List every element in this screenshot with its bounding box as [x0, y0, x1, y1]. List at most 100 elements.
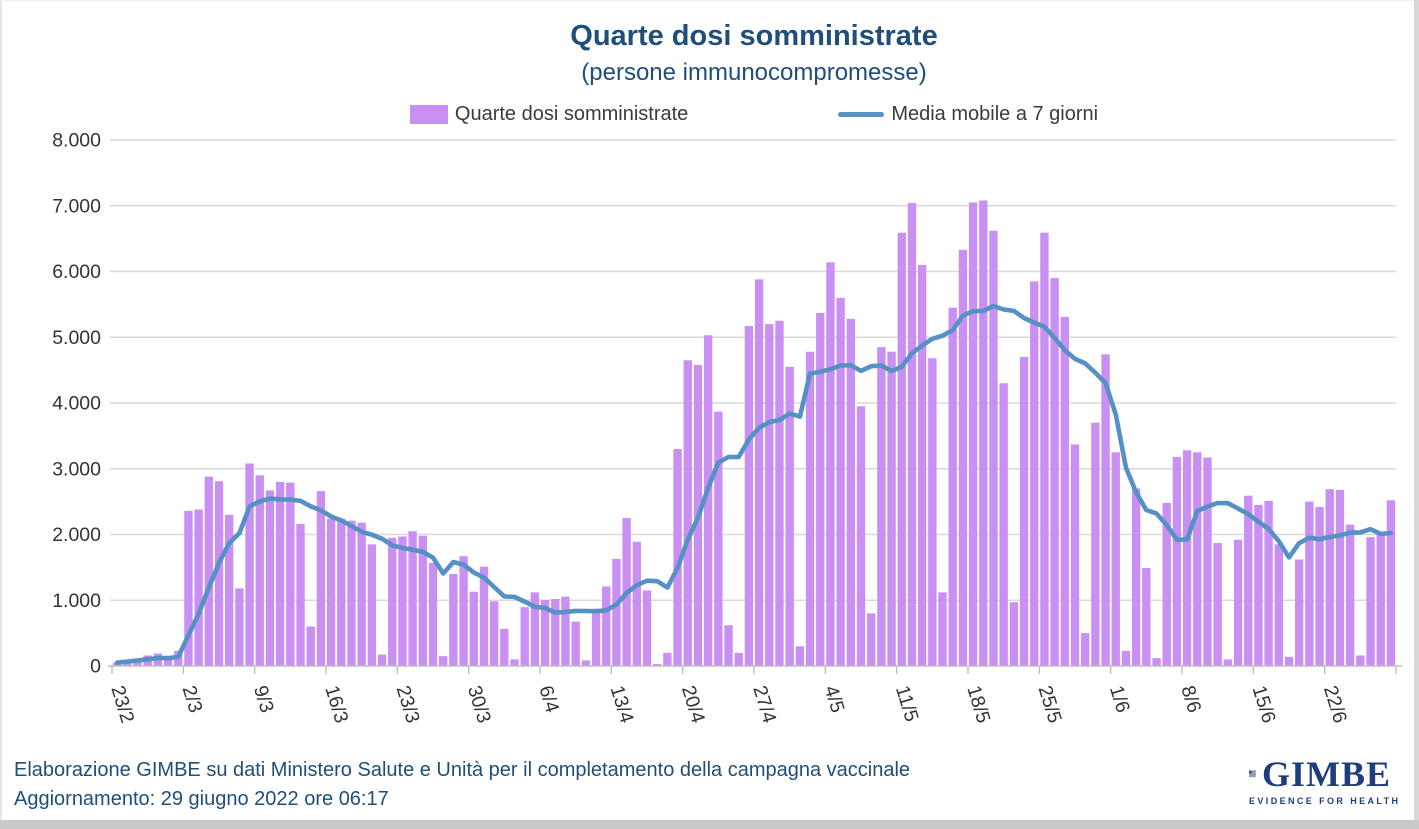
- bar: [1162, 502, 1171, 666]
- logo-name: GIMBE: [1261, 754, 1391, 794]
- bar: [703, 335, 713, 666]
- logo-check-icon: [1249, 771, 1252, 773]
- logo-grid-cell: [1254, 775, 1256, 777]
- bar: [1223, 659, 1233, 666]
- logo-grid-cell: [1253, 775, 1255, 777]
- bar: [948, 307, 957, 666]
- x-tick-label: 22/6: [1319, 683, 1351, 726]
- bar: [1284, 656, 1294, 666]
- bar: [632, 541, 641, 666]
- logo-grid-cell: [1252, 772, 1254, 774]
- y-tick-label: 1.000: [52, 590, 101, 612]
- logo-grid-cell: [1253, 774, 1255, 776]
- bar: [530, 592, 540, 666]
- bar: [1244, 495, 1253, 666]
- bar: [439, 656, 448, 666]
- bar: [1254, 504, 1263, 666]
- y-tick-label: 2.000: [52, 524, 101, 546]
- bar: [377, 654, 387, 666]
- bar: [1070, 444, 1080, 666]
- bar: [663, 652, 672, 666]
- y-tick-label: 0: [90, 656, 101, 678]
- logo-grid-cell: [1251, 772, 1253, 774]
- bar: [581, 660, 591, 666]
- footer-update-line: Aggiornamento: 29 giugno 2022 ore 06:17: [14, 788, 389, 810]
- x-tick-label: 18/5: [962, 683, 994, 726]
- x-tick-label: 8/6: [1176, 683, 1205, 715]
- bar: [938, 592, 947, 666]
- logo-grid-cell: [1249, 775, 1250, 777]
- bar: [917, 264, 927, 666]
- bar: [296, 523, 305, 666]
- bar: [602, 586, 611, 666]
- logo-grid-cell: [1250, 776, 1252, 778]
- bar: [1264, 500, 1273, 666]
- bar: [1081, 633, 1090, 666]
- bar: [928, 358, 937, 666]
- bar: [306, 626, 315, 666]
- bar: [194, 509, 203, 666]
- x-tick-label: 13/4: [606, 683, 638, 726]
- bar: [184, 510, 193, 666]
- bar: [225, 514, 234, 666]
- x-tick-label: 9/3: [249, 683, 278, 715]
- y-tick-label: 4.000: [52, 393, 101, 415]
- right-edge-divider: [1414, 0, 1419, 829]
- x-tick-label: 6/4: [534, 683, 563, 716]
- logo-grid-cell: [1250, 773, 1252, 775]
- logo-grid-cell: [1252, 774, 1254, 776]
- bar: [1009, 602, 1019, 666]
- bar: [367, 544, 377, 666]
- bar: [1182, 450, 1192, 666]
- legend-item-bars: Quarte dosi somministrate: [409, 103, 688, 126]
- bar: [275, 481, 285, 666]
- gimbe-grid-logo-icon: [1249, 770, 1256, 778]
- bar: [1050, 278, 1059, 666]
- bar: [734, 652, 743, 666]
- bar: [887, 351, 896, 666]
- chart-header: Quarte dosi somministrate (persone immun…: [112, 20, 1396, 87]
- logo-grid-cell: [1249, 776, 1251, 778]
- bar: [245, 463, 254, 666]
- x-tick-label: 27/4: [748, 683, 780, 726]
- chart-legend: Quarte dosi somministrate Media mobile a…: [112, 103, 1396, 126]
- bar: [683, 360, 692, 666]
- x-tick-label: 25/5: [1034, 683, 1066, 726]
- bar: [265, 490, 275, 666]
- bar: [479, 566, 489, 666]
- bottom-edge-divider: [0, 820, 1419, 829]
- logo-grid-cell: [1254, 774, 1256, 776]
- bar: [673, 449, 682, 666]
- bar: [897, 232, 906, 666]
- logo-grid-cell: [1252, 773, 1254, 775]
- bar: [907, 203, 917, 666]
- bar: [765, 324, 774, 666]
- logo-grid-cell: [1253, 773, 1255, 775]
- bar: [337, 518, 346, 666]
- logo-grid-cell: [1252, 775, 1254, 777]
- logo-grid-cell: [1251, 776, 1253, 778]
- bar: [785, 366, 794, 666]
- logo-grid-cell: [1249, 773, 1250, 775]
- footer-source-line: Elaborazione GIMBE su dati Ministero Sal…: [14, 759, 911, 781]
- logo-grid-cell: [1253, 776, 1255, 778]
- logo-grid-cell: [1251, 771, 1253, 773]
- y-tick-label: 7.000: [52, 195, 101, 217]
- bar: [286, 482, 295, 666]
- logo-grid-cell: [1252, 770, 1254, 772]
- bar: [316, 491, 326, 666]
- bar: [877, 347, 886, 666]
- logo-grid-cell: [1254, 773, 1256, 775]
- bar: [1335, 489, 1345, 666]
- bar: [204, 476, 213, 666]
- logo-grid-cell: [1251, 770, 1253, 772]
- bar: [816, 312, 825, 666]
- bar: [388, 537, 397, 666]
- bar: [347, 520, 356, 666]
- line-series-swatch-icon: [838, 112, 885, 117]
- x-tick-label: 23/2: [106, 683, 138, 726]
- x-tick-label: 30/3: [463, 683, 495, 726]
- footer: Elaborazione GIMBE su dati Ministero Sal…: [14, 756, 910, 814]
- logo-grid-cell: [1249, 773, 1251, 775]
